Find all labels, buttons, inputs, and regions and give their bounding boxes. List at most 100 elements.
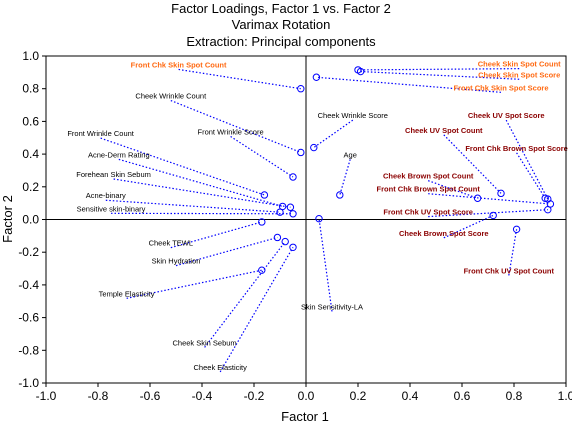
x-tick-label: 0.8 [506,389,523,403]
leader-front-wrinkle-count [100,137,265,196]
label-cheek-brown-spot-score: Cheek Brown Spot Score [399,229,489,238]
x-tick-label: -1.0 [36,389,57,403]
label-front-chk-uv-spot-count: Front Chk UV Spot Count [464,266,555,275]
point-front-chk-uv-spot-count [512,225,521,234]
leader-cheek-uv-spot-score [505,119,549,200]
label-age: Age [344,150,357,159]
x-tick-label: 0.2 [350,389,367,403]
label-front-chk-brown-spot-score: Front Chk Brown Spot Score [465,144,568,153]
label-cheek-elasticity: Cheek Elasticity [194,363,248,372]
point-skin-sensitivity-la [315,214,323,223]
point-cheek-uv-spot-count [497,189,505,198]
x-axis-ticks: -1.0 -0.8 -0.6 -0.4 -0.2 0.0 0.2 0.4 0.6 0.8 1.0 [36,383,572,403]
label-forehean-skin-sebum: Forehean Skin Sebum [76,170,151,179]
chart-subtitle: Varimax Rotation [232,17,331,32]
leader-cheek-skin-sebum [204,241,286,348]
y-tick-label: 0.4 [22,147,39,161]
point-cheek-brown-spot-count [473,194,482,202]
point-cheek-wrinkle-count [297,148,305,157]
leader-front-wrinkle-score [230,135,294,178]
y-tick-label: -0.4 [18,278,39,292]
label-skin-sensitivity-la: Skin Sensitivity-LA [301,302,363,311]
y-tick-label: 0.0 [22,213,39,227]
leader-lines [100,68,551,373]
leader-cheek-wrinkle-score [313,119,354,149]
x-tick-label: -0.8 [88,389,109,403]
point-forehean-skin-sebum [286,203,295,211]
point-front-chk-skin-spot-count [297,85,305,93]
leader-front-chk-brown-spot-score [516,152,546,199]
x-tick-label: -0.6 [140,389,161,403]
y-tick-label: -1.0 [18,376,39,390]
point-markers [258,66,555,274]
point-front-wrinkle-count [260,191,269,199]
label-acne-binary: Acne-binary [86,191,126,200]
leader-front-chk-skin-spot-score [316,76,502,93]
point-temple-elasticity [258,266,266,274]
x-tick-label: -0.2 [244,389,265,403]
x-axis-title: Factor 1 [281,409,329,424]
leader-front-chk-skin-spot-count [178,68,301,90]
point-skin-hydration [273,233,282,242]
leader-cheek-skin-spot-count [357,68,520,71]
label-front-chk-skin-spot-count: Front Chk Skin Spot Count [131,60,227,69]
leader-age [339,159,351,196]
label-sensitive-skin-binary: Sensitive skin-binary [77,204,146,213]
label-skin-hydration: Skin Hydration [152,257,201,266]
y-axis-title: Factor 2 [0,195,15,243]
y-tick-label: -0.8 [18,343,39,357]
x-tick-label: 0.4 [402,389,419,403]
x-tick-label: 1.0 [558,389,572,403]
point-cheek-skin-spot-score [356,67,365,76]
point-cheek-brown-spot-score [489,211,497,220]
label-cheek-skin-spot-score: Cheek Skin Spot Score [478,70,560,79]
point-cheek-tewl [258,218,266,226]
label-cheek-tewl: Cheek TEWL [149,239,193,248]
label-front-wrinkle-count: Front Wrinkle Count [67,129,134,138]
point-acne-binary [276,208,284,216]
label-cheek-uv-spot-score: Cheek UV Spot Score [468,111,545,120]
leader-front-chk-uv-spot-score [428,209,548,218]
label-cheek-skin-spot-count: Cheek Skin Spot Count [478,60,561,69]
point-front-wrinkle-score [289,173,297,181]
label-temple-elasticity: Temple Elasticity [99,289,155,298]
leader-acne-binary [105,199,281,213]
y-tick-label: 1.0 [22,49,39,63]
label-front-chk-brown-spot-count: Front Chk Brown Spot Count [377,185,481,194]
x-tick-label: 0.0 [298,389,315,403]
label-cheek-uv-spot-count: Cheek UV Spot Count [405,126,483,135]
y-tick-label: -0.2 [18,245,39,259]
leader-front-chk-uv-spot-count [508,229,518,276]
x-tick-label: -0.4 [192,389,213,403]
leader-front-chk-brown-spot-count [428,193,551,205]
leader-cheek-wrinkle-count [170,99,302,154]
y-tick-label: -0.6 [18,311,39,325]
chart-subtitle-extraction: Extraction: Principal components [186,34,376,49]
point-labels: Front Chk Skin Spot Count Cheek Wrinkle C… [67,60,568,372]
y-tick-label: 0.6 [22,114,39,128]
leader-acne-derm-rating [118,158,283,207]
x-tick-label: 0.6 [454,389,471,403]
reference-lines [46,56,566,383]
label-cheek-wrinkle-score: Cheek Wrinkle Score [318,111,388,120]
point-sensitive-skin-binary [289,210,297,218]
y-axis-ticks: -1.0 -0.8 -0.6 -0.4 -0.2 0.0 0.2 0.4 0.6 0.8 1.0 [18,49,46,390]
y-tick-label: 0.2 [22,180,39,194]
leader-skin-hydration [175,236,278,267]
point-cheek-wrinkle-score [310,143,318,152]
label-front-wrinkle-score: Front Wrinkle Score [198,127,264,136]
label-cheek-brown-spot-count: Cheek Brown Spot Count [383,172,474,181]
point-front-chk-skin-spot-score [312,73,321,81]
point-cheek-elasticity [289,243,297,251]
label-cheek-wrinkle-count: Cheek Wrinkle Count [135,92,207,101]
chart-title: Factor Loadings, Factor 1 vs. Factor 2 [171,1,391,16]
label-acne-derm-rating: Acne-Derm Rating [88,150,150,159]
point-age [336,191,344,199]
leader-skin-sensitivity-la [318,218,333,312]
label-cheek-skin-sebum: Cheek Skin Sebum [172,338,236,347]
point-front-chk-brown-spot-score [541,194,549,202]
point-front-chk-uv-spot-score [544,205,552,214]
leader-cheek-elasticity [219,246,294,373]
point-cheek-skin-sebum [281,237,289,246]
